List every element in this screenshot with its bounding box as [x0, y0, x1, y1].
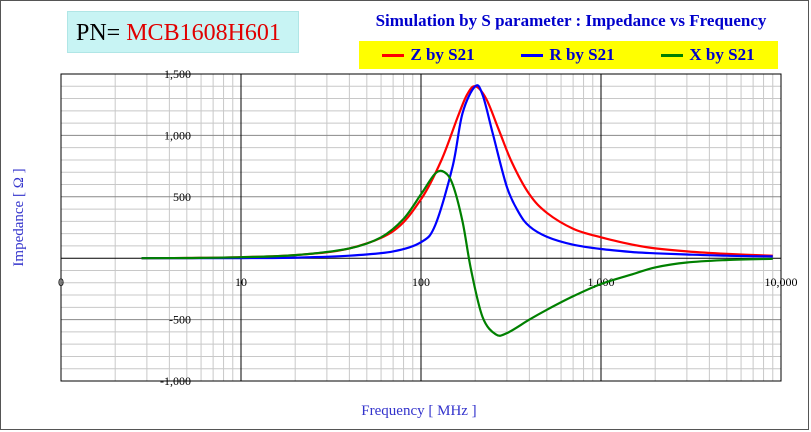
x-tick-label: 100 [412, 275, 430, 289]
chart-title: Simulation by S parameter : Impedance vs… [375, 11, 767, 30]
legend: Z by S21 R by S21 X by S21 [359, 41, 778, 69]
part-number-prefix: PN= [76, 20, 121, 46]
x-tick-label: 0 [58, 275, 64, 289]
legend-label: X by S21 [689, 45, 755, 64]
legend-swatch [382, 53, 405, 57]
x-axis-label: Frequency [ MHz ] [361, 403, 476, 419]
legend-label: R by S21 [549, 45, 615, 64]
legend-item-r-by-s21: R by S21 [521, 45, 615, 65]
y-tick-label: 1,500 [164, 67, 191, 81]
series-line-r-by-s21 [141, 84, 773, 260]
y-tick-label: 1,000 [164, 128, 191, 142]
y-axis-label: Impedance [ Ω ] [11, 168, 27, 266]
legend-item-z-by-s21: Z by S21 [382, 45, 475, 65]
legend-item-x-by-s21: X by S21 [661, 45, 755, 65]
y-tick-label: 500 [173, 190, 191, 204]
x-tick-label: 10 [235, 275, 247, 289]
legend-swatch [661, 53, 684, 57]
y-tick-label: -1,000 [160, 374, 191, 388]
plot-border [60, 73, 782, 382]
legend-label: Z by S21 [410, 45, 475, 64]
x-tick-label: 10,000 [765, 275, 798, 289]
legend-swatch [521, 53, 544, 57]
y-tick-label: -500 [169, 313, 191, 327]
series-line-x-by-s21 [141, 169, 773, 337]
part-number-value: MCB1608H601 [126, 20, 281, 46]
part-number-box: PN= MCB1608H601 [67, 11, 299, 53]
